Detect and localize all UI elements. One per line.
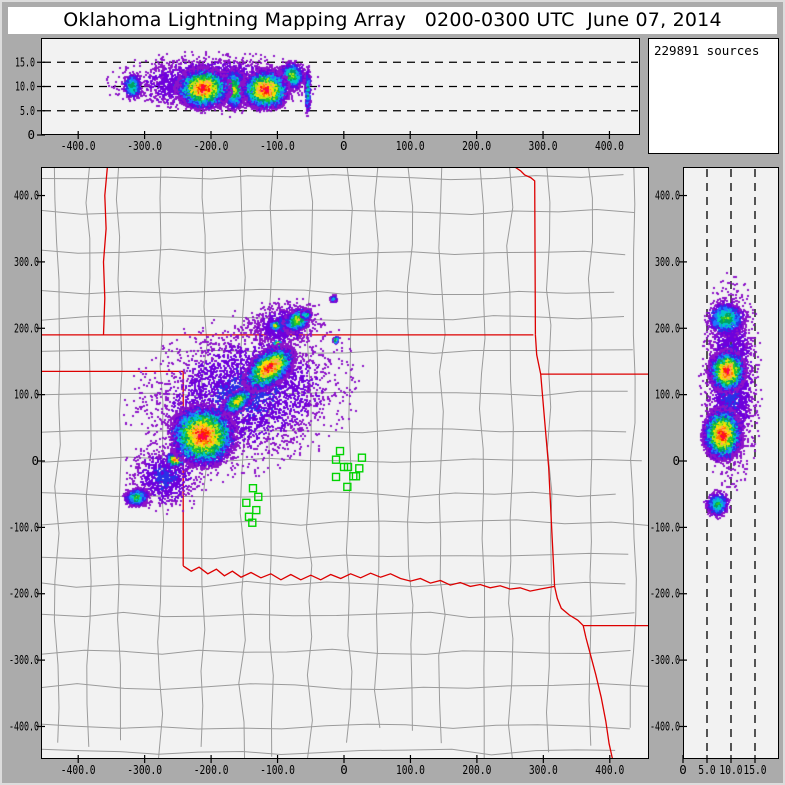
tick-label: 300.0: [655, 254, 680, 269]
station-marker: [331, 455, 341, 464]
station-marker: [349, 472, 358, 481]
tick-label: -100.0: [260, 138, 295, 153]
tick-label: 400.0: [595, 762, 624, 777]
tick-label: -100.0: [9, 519, 39, 534]
tick-label: 100.0: [396, 762, 425, 777]
tick-label: 0: [679, 762, 687, 777]
station-marker: [357, 453, 367, 462]
tick-label: 300.0: [529, 762, 558, 777]
tick-label: 400.0: [595, 138, 624, 153]
station-marker: [343, 462, 353, 472]
tick-label: -300.0: [127, 138, 162, 153]
tick-label: 15.0: [15, 54, 35, 69]
tick-label: 0: [672, 453, 680, 468]
tick-label: 400.0: [655, 188, 680, 203]
tick-label: -200.0: [194, 762, 229, 777]
tick-label: -400.0: [9, 718, 39, 733]
station-marker: [331, 472, 341, 482]
tick-label: 300.0: [529, 138, 558, 153]
sources-count-label: 229891 sources: [654, 43, 760, 58]
station-marker: [355, 464, 364, 473]
tick-label: -400.0: [61, 138, 96, 153]
tick-label: 100.0: [396, 138, 425, 153]
tick-label: 0: [27, 127, 35, 142]
tick-label: -200.0: [194, 138, 229, 153]
tick-label: 100.0: [655, 387, 680, 402]
tick-label: 15.0: [743, 762, 766, 777]
ew-altitude-scatter-canvas: [41, 38, 640, 135]
station-marker: [351, 472, 361, 481]
right-plot-frame: [683, 167, 779, 759]
station-marker: [248, 518, 257, 527]
tick-label: -400.0: [61, 762, 96, 777]
tick-label: 300.0: [14, 254, 39, 269]
station-marker: [254, 492, 263, 502]
tick-label: 0: [340, 762, 348, 777]
tick-label: 10.0: [719, 762, 742, 777]
station-marker: [252, 505, 261, 515]
ns-altitude-scatter-canvas: [683, 167, 779, 759]
tick-label: 200.0: [14, 320, 39, 335]
tick-label: -200.0: [650, 586, 680, 601]
tick-label: -200.0: [9, 586, 39, 601]
tick-label: 200.0: [462, 762, 491, 777]
lma-station-markers: [242, 446, 367, 527]
page-title: Oklahoma Lightning Mapping Array 0200-03…: [8, 7, 777, 34]
station-marker: [242, 498, 251, 508]
tick-label: -100.0: [260, 762, 295, 777]
tick-label: 10.0: [15, 79, 35, 94]
main-plot-frame: [41, 167, 649, 759]
tick-label: 5.0: [698, 762, 715, 777]
station-marker: [248, 484, 258, 493]
tick-label: 5.0: [20, 103, 35, 118]
tick-label: -300.0: [9, 652, 39, 667]
tick-label: 200.0: [462, 138, 491, 153]
tick-label: 100.0: [14, 387, 39, 402]
tick-label: 400.0: [14, 188, 39, 203]
sources-count-box: 229891 sources: [648, 38, 779, 154]
station-marker: [343, 482, 352, 492]
tick-label: -400.0: [650, 718, 680, 733]
station-marker: [335, 446, 345, 456]
top-plot-frame: [41, 38, 640, 135]
tick-label: -300.0: [650, 652, 680, 667]
tick-label: 0: [340, 138, 348, 153]
tick-label: 0: [31, 453, 39, 468]
tick-label: -300.0: [127, 762, 162, 777]
tick-label: -100.0: [650, 519, 680, 534]
tick-label: 200.0: [655, 320, 680, 335]
